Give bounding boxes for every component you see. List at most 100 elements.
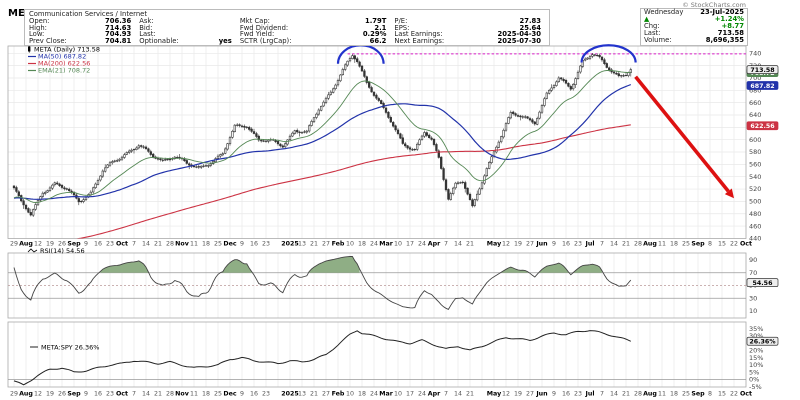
svg-text:30: 30 bbox=[749, 294, 757, 302]
svg-text:Mar: Mar bbox=[379, 391, 394, 398]
svg-text:Feb: Feb bbox=[332, 391, 345, 398]
ma200-value-box: 622.56 bbox=[746, 121, 779, 131]
svg-text:8: 8 bbox=[708, 391, 712, 398]
svg-text:7: 7 bbox=[600, 241, 604, 248]
svg-text:29: 29 bbox=[10, 241, 18, 248]
svg-text:25: 25 bbox=[682, 241, 690, 248]
svg-text:24: 24 bbox=[418, 391, 426, 398]
svg-text:Aug: Aug bbox=[19, 241, 33, 248]
svg-text:22: 22 bbox=[730, 241, 738, 248]
quote-value: 704.93 bbox=[105, 30, 132, 39]
svg-text:12: 12 bbox=[34, 391, 42, 398]
quote-value: 704.81 bbox=[105, 36, 132, 45]
last-price-row: Last: 713.58 bbox=[641, 30, 747, 37]
quote-label: Low: bbox=[29, 30, 45, 39]
svg-text:9: 9 bbox=[240, 391, 244, 398]
quote-change-box: Wednesday 23-Jul-2025 ▲ +1.24% Chg: +8.77 Last… bbox=[640, 8, 748, 46]
ratio-axis: 35%30%25%20%15%10%5%0%-5% bbox=[749, 325, 763, 391]
svg-text:687.82: 687.82 bbox=[750, 83, 774, 90]
quote-column: Ask: Bid: Last: Optionable: yes bbox=[139, 18, 232, 45]
svg-text:Aug: Aug bbox=[19, 391, 33, 398]
rsi-panel bbox=[8, 255, 746, 310]
quote-value: 66.2 bbox=[369, 36, 387, 45]
svg-text:5%: 5% bbox=[749, 368, 759, 376]
quote-row: Ask: bbox=[139, 18, 232, 25]
rsi-overbought-fill bbox=[100, 260, 149, 273]
svg-text:480: 480 bbox=[749, 210, 761, 218]
quote-value: 27.83 bbox=[519, 16, 542, 25]
quote-row: P/E: 27.83 bbox=[394, 18, 541, 25]
svg-text:EMA(21) 708.72: EMA(21) 708.72 bbox=[38, 67, 90, 75]
svg-text:Oct: Oct bbox=[740, 241, 752, 248]
svg-text:21: 21 bbox=[466, 391, 474, 398]
svg-text:460: 460 bbox=[749, 222, 761, 230]
svg-text:21: 21 bbox=[622, 241, 630, 248]
svg-text:740: 740 bbox=[749, 50, 761, 58]
svg-text:440: 440 bbox=[749, 235, 761, 243]
quote-row: Mkt Cap: 1.79T bbox=[240, 18, 387, 25]
quote-row: High: 714.63 bbox=[29, 23, 132, 32]
svg-text:17: 17 bbox=[406, 391, 414, 398]
svg-text:META:SPY 26.36%: META:SPY 26.36% bbox=[41, 344, 99, 352]
svg-text:Jul: Jul bbox=[585, 391, 595, 398]
svg-text:10%: 10% bbox=[749, 361, 763, 369]
info-label: Last: bbox=[644, 29, 661, 37]
svg-text:28: 28 bbox=[634, 391, 642, 398]
svg-text:19: 19 bbox=[46, 241, 54, 248]
quote-value: 714.63 bbox=[105, 23, 132, 32]
svg-text:10: 10 bbox=[346, 391, 354, 398]
quote-row: Fwd Yield: 0.29% bbox=[240, 31, 387, 38]
svg-text:26: 26 bbox=[58, 241, 66, 248]
svg-text:16: 16 bbox=[94, 241, 102, 248]
quote-label: SCTR (LrgCap): bbox=[239, 36, 292, 45]
svg-text:26: 26 bbox=[58, 391, 66, 398]
svg-text:7: 7 bbox=[600, 391, 604, 398]
svg-text:18: 18 bbox=[202, 241, 210, 248]
svg-text:24: 24 bbox=[418, 241, 426, 248]
svg-text:560: 560 bbox=[749, 161, 761, 169]
svg-text:28: 28 bbox=[166, 391, 174, 398]
percent-change-row: ▲ +1.24% bbox=[641, 16, 747, 23]
svg-text:18: 18 bbox=[358, 391, 366, 398]
svg-text:11: 11 bbox=[658, 391, 666, 398]
svg-text:660: 660 bbox=[749, 99, 761, 107]
svg-text:20%: 20% bbox=[749, 347, 763, 355]
svg-text:Dec: Dec bbox=[223, 241, 236, 248]
svg-text:580: 580 bbox=[749, 148, 761, 156]
svg-text:9: 9 bbox=[240, 241, 244, 248]
quote-label: Prev Close: bbox=[29, 36, 67, 45]
svg-text:18: 18 bbox=[670, 241, 678, 248]
svg-text:15: 15 bbox=[718, 391, 726, 398]
info-label: Chg: bbox=[644, 22, 660, 30]
quote-value: 25.64 bbox=[519, 23, 542, 32]
svg-text:19: 19 bbox=[514, 391, 522, 398]
svg-text:9: 9 bbox=[84, 241, 88, 248]
svg-text:7: 7 bbox=[132, 391, 136, 398]
svg-text:27: 27 bbox=[322, 241, 330, 248]
quote-label: Last: bbox=[139, 30, 156, 39]
svg-text:13: 13 bbox=[298, 391, 306, 398]
svg-text:16: 16 bbox=[562, 391, 570, 398]
svg-text:11: 11 bbox=[190, 391, 198, 398]
svg-text:700: 700 bbox=[749, 74, 761, 82]
rsi-overbought-fill bbox=[220, 259, 252, 273]
svg-text:Oct: Oct bbox=[740, 391, 752, 398]
ema21-line bbox=[13, 70, 631, 203]
quote-row: Last Earnings: 2025-04-30 bbox=[394, 31, 541, 38]
svg-text:17: 17 bbox=[406, 241, 414, 248]
svg-text:18: 18 bbox=[202, 391, 210, 398]
svg-text:16: 16 bbox=[94, 391, 102, 398]
quote-label: High: bbox=[29, 23, 47, 32]
rsi-legend: RSI(14) 54.56 bbox=[27, 247, 85, 255]
ticker-symbol: META bbox=[8, 8, 39, 19]
down-arrow-annotation bbox=[634, 75, 730, 193]
svg-text:25: 25 bbox=[214, 241, 222, 248]
info-value: +1.24% bbox=[714, 15, 744, 23]
quote-label: Fwd Yield: bbox=[239, 30, 275, 39]
svg-text:Sep: Sep bbox=[67, 391, 81, 398]
svg-text:14: 14 bbox=[142, 391, 150, 398]
svg-text:Nov: Nov bbox=[175, 241, 190, 248]
svg-text:21: 21 bbox=[154, 391, 162, 398]
quote-value: 706.36 bbox=[105, 16, 132, 25]
info-value: 8,696,355 bbox=[705, 36, 744, 44]
